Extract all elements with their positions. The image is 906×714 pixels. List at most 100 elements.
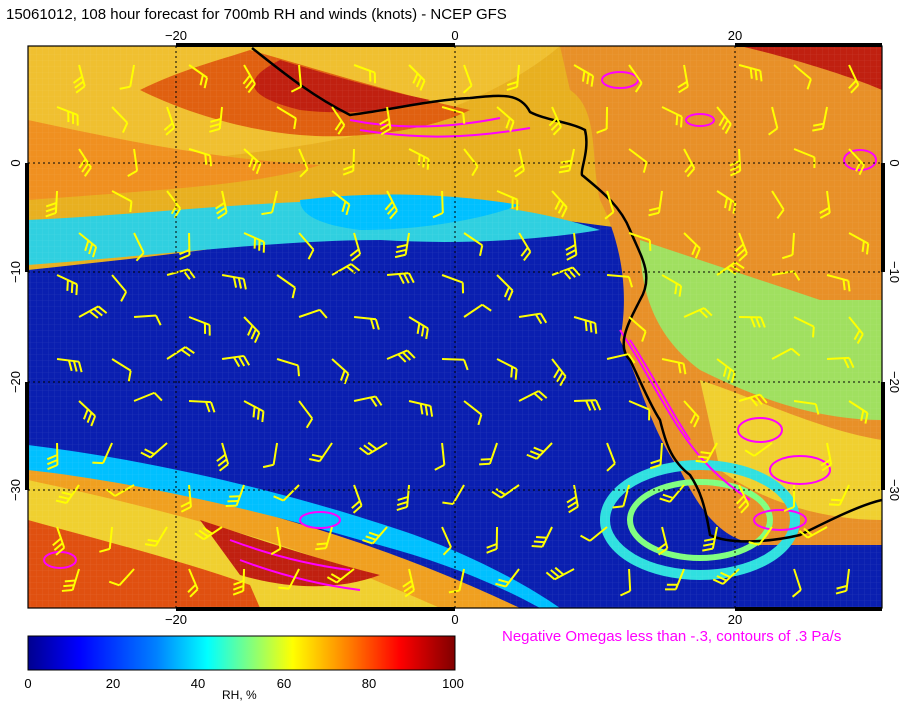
wind-barb xyxy=(56,274,78,296)
wind-barb xyxy=(716,106,732,134)
wind-barb xyxy=(442,358,469,371)
wind-barb xyxy=(188,64,209,89)
wind-barb xyxy=(606,353,636,364)
wind-barb xyxy=(262,442,279,469)
wind-barb xyxy=(566,484,579,514)
wind-barb xyxy=(683,307,713,319)
wind-barb xyxy=(55,484,80,504)
wind-barb xyxy=(187,568,199,598)
wind-barb xyxy=(386,272,415,285)
wind-barb xyxy=(661,106,683,128)
wind-barb xyxy=(221,274,247,290)
colorbar-tick: 100 xyxy=(442,676,464,691)
wind-barb xyxy=(649,442,664,470)
wind-barb xyxy=(628,400,651,421)
wind-barb xyxy=(133,391,163,402)
wind-barb xyxy=(408,316,429,340)
wind-barb xyxy=(628,232,652,251)
wind-barb xyxy=(215,190,228,220)
wind-barb xyxy=(52,526,66,556)
wind-barb xyxy=(140,442,168,459)
y-tick-left: 0 xyxy=(8,159,23,166)
wind-barb xyxy=(496,106,515,132)
wind-barb xyxy=(558,148,576,174)
wind-barb xyxy=(495,568,520,588)
wind-barb xyxy=(261,190,279,216)
wind-barb xyxy=(402,568,415,598)
wind-barb xyxy=(793,316,815,338)
wind-barb xyxy=(620,568,632,597)
wind-barb xyxy=(479,442,498,466)
wind-barb xyxy=(819,190,831,219)
omega-contours xyxy=(43,71,877,591)
wind-barb xyxy=(99,526,114,553)
wind-barb xyxy=(526,442,553,460)
wind-barb xyxy=(820,442,833,472)
wind-barb xyxy=(342,148,356,176)
wind-barb xyxy=(606,442,616,472)
wind-barb xyxy=(194,526,223,541)
wind-barb xyxy=(574,399,602,411)
wind-barb xyxy=(848,400,869,424)
coastline xyxy=(251,47,882,543)
wind-barb xyxy=(276,358,300,377)
wind-barb xyxy=(596,106,609,134)
wind-barb xyxy=(188,148,212,167)
wind-barb xyxy=(111,274,128,302)
wind-barb xyxy=(78,148,92,177)
wind-barb xyxy=(462,64,473,94)
wind-barb xyxy=(384,190,398,220)
wind-barb xyxy=(496,190,519,211)
wind-barb xyxy=(127,148,139,178)
wind-barb xyxy=(496,358,518,380)
y-tick-left: −10 xyxy=(8,261,23,283)
wind-barb xyxy=(61,568,81,592)
wind-barb xyxy=(734,232,748,262)
wind-barb xyxy=(396,484,411,511)
wind-barb xyxy=(791,568,802,598)
wind-barb xyxy=(463,148,479,177)
wind-barb xyxy=(298,308,328,319)
omega-note: Negative Omegas less than -.3, contours … xyxy=(502,628,842,645)
wind-barb xyxy=(828,484,850,506)
wind-barb xyxy=(448,568,466,594)
wind-barb xyxy=(771,270,801,281)
wind-barb xyxy=(298,232,315,260)
wind-barb xyxy=(273,484,300,502)
wind-barb xyxy=(441,106,466,124)
wind-barb xyxy=(486,526,499,554)
wind-barb xyxy=(531,526,553,548)
wind-barb xyxy=(92,442,113,465)
wind-barb xyxy=(783,485,796,512)
y-tick-left: −30 xyxy=(8,479,23,501)
wind-barb xyxy=(119,64,136,90)
x-tick-top: −20 xyxy=(165,28,187,43)
wind-barb xyxy=(362,526,388,545)
y-tick-right: −10 xyxy=(887,261,902,283)
wind-barb xyxy=(188,400,216,413)
y-tick-right: 0 xyxy=(887,159,902,166)
colorbar-tick: 0 xyxy=(24,676,32,691)
wind-barb xyxy=(353,64,377,84)
wind-barb xyxy=(548,106,562,136)
wind-barb xyxy=(463,303,492,318)
wind-barb xyxy=(46,442,59,471)
wind-barb xyxy=(826,356,855,369)
wind-barb xyxy=(309,442,333,463)
wind-barb xyxy=(712,568,740,585)
wind-barb xyxy=(463,232,484,257)
y-tick-right: −30 xyxy=(887,479,902,501)
wind-barb xyxy=(628,64,643,93)
wind-barb xyxy=(744,442,773,457)
x-tick-top: 0 xyxy=(451,28,458,43)
wind-barb xyxy=(111,358,132,382)
wind-barb xyxy=(221,354,251,368)
wind-barb xyxy=(665,568,685,591)
y-axis-left-labels: 0 −10 −20 −30 xyxy=(8,159,23,501)
wind-barb xyxy=(648,190,664,217)
wind-barb xyxy=(812,106,829,132)
wind-barb xyxy=(441,526,452,556)
wind-barb xyxy=(408,64,426,91)
colorbar-tick: 40 xyxy=(190,676,206,691)
